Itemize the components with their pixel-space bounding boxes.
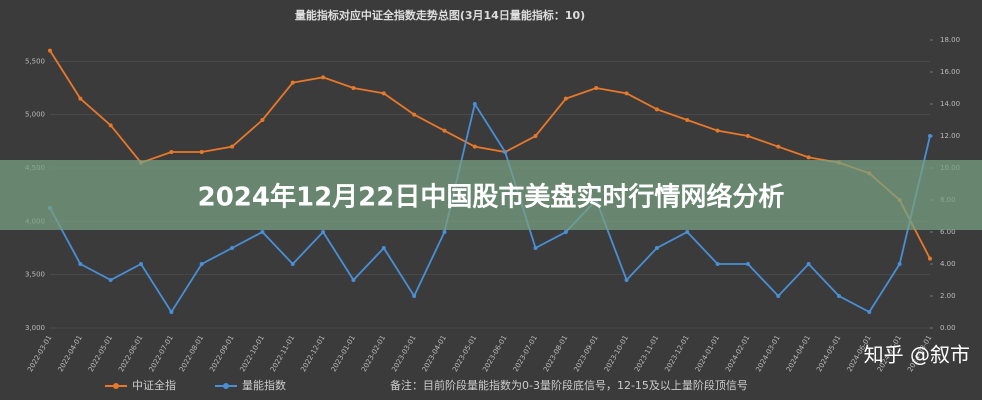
series-point	[685, 118, 690, 122]
series-point	[654, 107, 659, 112]
series-point	[260, 118, 265, 122]
banner-band	[0, 160, 982, 230]
series-point	[776, 144, 781, 149]
series-point	[533, 246, 538, 250]
y2-tick-label: 0.00	[940, 324, 956, 332]
series-point	[442, 230, 447, 234]
series-point	[321, 75, 326, 80]
y2-tick-label: 6.00	[940, 228, 956, 236]
legend-label: 量能指数	[242, 378, 286, 392]
series-point	[654, 246, 659, 250]
y-tick-label: 5,500	[25, 57, 45, 65]
series-point	[594, 86, 599, 90]
y-tick-label: 5,000	[25, 111, 45, 119]
series-point	[169, 150, 174, 154]
series-point	[108, 123, 113, 128]
note: 备注：目前阶段量能指数为0-3量阶段底信号，12-15及以上量阶段顶信号	[390, 378, 748, 392]
series-point	[715, 128, 720, 133]
legend-dot	[223, 383, 229, 389]
series-point	[381, 246, 386, 250]
series-point	[806, 155, 811, 160]
series-line	[49, 101, 931, 314]
series-point	[928, 256, 932, 261]
series-point	[806, 262, 811, 266]
legend-label: 中证全指	[132, 378, 176, 392]
series-point	[199, 262, 204, 266]
series-point	[867, 310, 872, 314]
watermark: 知乎 @叙市	[864, 343, 970, 367]
series-point	[503, 150, 508, 154]
series-point	[472, 144, 477, 149]
series-point	[199, 150, 204, 154]
y-tick-label: 3,000	[25, 324, 45, 332]
y-tick-label: 3,500	[25, 271, 45, 279]
series-point	[442, 128, 447, 133]
series-point	[139, 262, 144, 266]
y2-tick-label: 4.00	[940, 260, 956, 268]
series-point	[472, 102, 477, 106]
series-point	[108, 278, 113, 282]
series-point	[48, 48, 52, 53]
series-point	[563, 96, 568, 101]
series-point	[745, 134, 750, 138]
series-point	[230, 246, 235, 250]
series-point	[230, 144, 235, 149]
series-point	[412, 112, 417, 117]
series-point	[290, 80, 295, 85]
series-point	[351, 278, 356, 282]
series-point	[260, 230, 265, 234]
series-point	[381, 91, 386, 96]
y2-tick-label: 16.00	[940, 68, 960, 76]
series-point	[321, 230, 326, 234]
legend-dot	[113, 383, 119, 389]
y2-tick-label: 2.00	[940, 292, 956, 300]
series-point	[169, 310, 174, 314]
series-point	[351, 86, 356, 90]
chart-title: 量能指标对应中证全指数走势总图(3月14日量能指标：10)	[295, 8, 585, 22]
y2-tick-label: 18.00	[940, 36, 960, 44]
y2-tick-label: 14.00	[940, 100, 960, 108]
series-point	[624, 91, 629, 96]
series-point	[928, 134, 932, 138]
series-point	[78, 96, 83, 101]
series-point	[685, 230, 690, 234]
series-point	[715, 262, 720, 266]
banner-text: 2024年12月22日中国股市美盘实时行情网络分析	[198, 182, 785, 213]
series-point	[897, 262, 902, 266]
series-point	[745, 262, 750, 266]
y2-tick-label: 12.00	[940, 132, 960, 140]
series-point	[563, 230, 568, 234]
series-point	[624, 278, 629, 282]
series-point	[78, 262, 83, 266]
series-point	[776, 294, 781, 298]
series-point	[412, 294, 417, 298]
series-point	[290, 262, 295, 266]
series-line	[49, 50, 931, 260]
series-point	[836, 294, 841, 298]
series-point	[533, 134, 538, 138]
